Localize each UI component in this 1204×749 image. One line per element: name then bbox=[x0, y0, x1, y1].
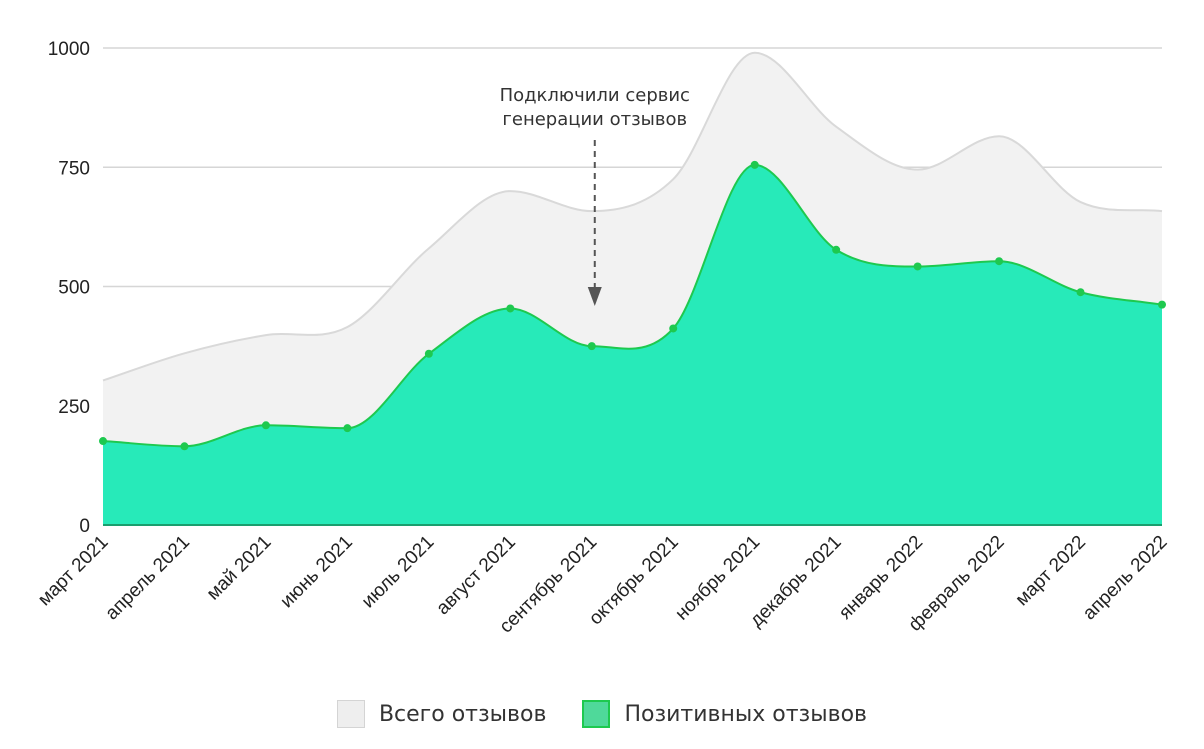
y-tick-label: 0 bbox=[79, 516, 90, 537]
series-areas bbox=[102, 51, 1163, 526]
data-points bbox=[99, 160, 1166, 451]
positive-reviews-line bbox=[102, 163, 1163, 448]
legend: Всего отзывов Позитивных отзывов bbox=[0, 700, 1204, 728]
annotation-line-2: генерации отзывов bbox=[502, 109, 687, 130]
positive-data-point[interactable] bbox=[343, 424, 352, 433]
x-tick-label: июль 2021 bbox=[358, 532, 439, 613]
positive-data-point[interactable] bbox=[669, 324, 678, 333]
x-tick-label: ноябрь 2021 bbox=[671, 532, 764, 625]
positive-data-point[interactable] bbox=[587, 342, 596, 351]
x-tick-label: апрель 2022 bbox=[1079, 532, 1172, 625]
positive-data-point[interactable] bbox=[506, 304, 515, 313]
positive-data-point[interactable] bbox=[180, 442, 189, 451]
annotation-arrow-head bbox=[587, 287, 602, 306]
positive-data-point[interactable] bbox=[832, 245, 841, 254]
x-tick-label: март 2022 bbox=[1012, 532, 1091, 611]
x-tick-label: апрель 2021 bbox=[101, 532, 194, 625]
y-tick-label: 1000 bbox=[48, 39, 90, 60]
positive-data-point[interactable] bbox=[1076, 288, 1085, 297]
positive-data-point[interactable] bbox=[1158, 300, 1166, 309]
annotation-line-1: Подключили сервис bbox=[500, 85, 690, 106]
x-tick-label: июнь 2021 bbox=[276, 532, 356, 612]
positive-data-point[interactable] bbox=[913, 262, 922, 271]
x-tick-label: март 2021 bbox=[34, 532, 113, 611]
legend-swatch-total bbox=[336, 700, 365, 728]
positive-data-point[interactable] bbox=[750, 160, 759, 169]
legend-label-total: Всего отзывов bbox=[378, 701, 547, 727]
legend-label-positive: Позитивных отзывов bbox=[624, 701, 868, 727]
legend-item-total[interactable]: Всего отзывов bbox=[336, 700, 547, 728]
positive-reviews-area bbox=[103, 164, 1162, 526]
y-tick-label: 750 bbox=[58, 158, 90, 179]
y-tick-label: 250 bbox=[58, 397, 90, 418]
x-tick-label: август 2021 bbox=[432, 532, 519, 619]
total-reviews-line bbox=[102, 51, 1163, 382]
x-tick-label: май 2021 bbox=[203, 532, 276, 605]
legend-swatch-positive bbox=[582, 700, 611, 728]
legend-item-positive[interactable]: Позитивных отзывов bbox=[582, 700, 867, 728]
x-tick-label: январь 2022 bbox=[835, 532, 927, 624]
positive-data-point[interactable] bbox=[995, 257, 1004, 266]
positive-data-point[interactable] bbox=[261, 421, 270, 430]
y-tick-labels: 0 250 500 750 1000 bbox=[48, 39, 90, 537]
annotation: Подключили сервис генерации отзывов bbox=[500, 85, 690, 306]
positive-data-point[interactable] bbox=[424, 349, 433, 358]
positive-data-point[interactable] bbox=[99, 437, 107, 446]
y-tick-label: 500 bbox=[58, 278, 90, 299]
